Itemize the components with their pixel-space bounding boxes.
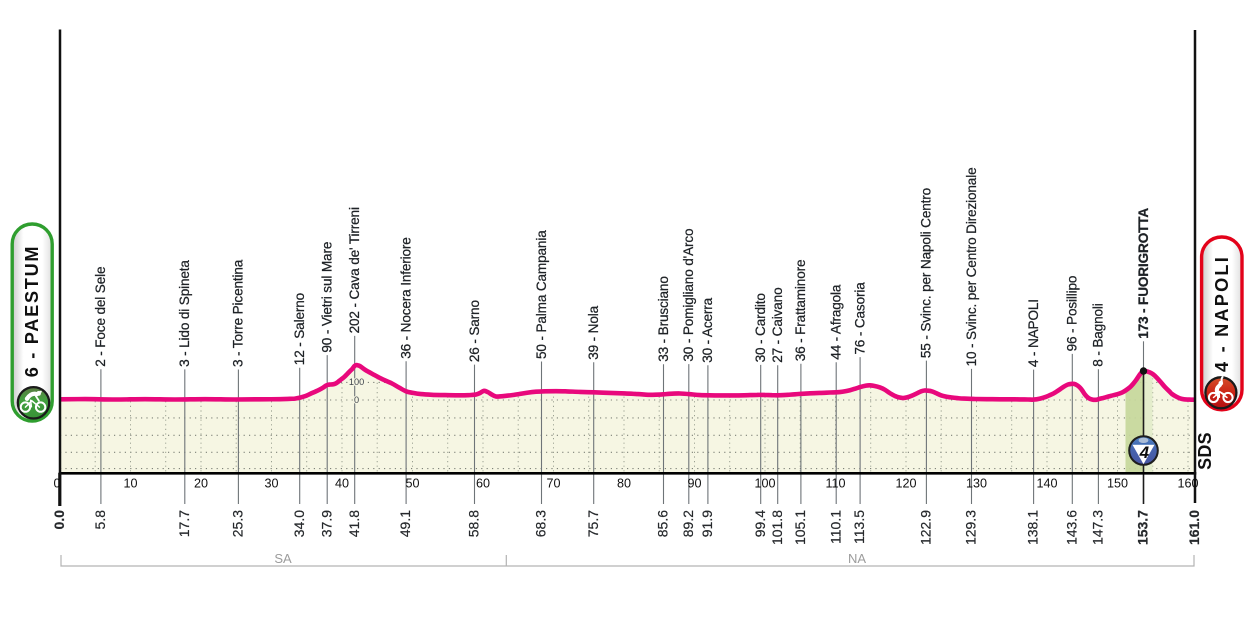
svg-text:147.3: 147.3 bbox=[1090, 510, 1106, 545]
svg-text:SA: SA bbox=[274, 551, 292, 566]
svg-text:0: 0 bbox=[53, 477, 60, 491]
svg-text:100: 100 bbox=[754, 477, 775, 491]
svg-text:120: 120 bbox=[895, 477, 916, 491]
svg-text:96 - Posillipo: 96 - Posillipo bbox=[1065, 276, 1080, 352]
svg-text:202 - Cava de' Tirreni: 202 - Cava de' Tirreni bbox=[347, 207, 362, 333]
svg-text:30 - Cardito: 30 - Cardito bbox=[753, 293, 768, 362]
svg-text:0: 0 bbox=[354, 395, 359, 405]
svg-text:44 - Afragola: 44 - Afragola bbox=[829, 284, 844, 360]
svg-text:30 - Acerra: 30 - Acerra bbox=[700, 297, 715, 362]
svg-text:60: 60 bbox=[476, 477, 490, 491]
svg-text:6 - PAESTUM: 6 - PAESTUM bbox=[22, 245, 42, 378]
svg-text:0.0: 0.0 bbox=[51, 510, 67, 530]
svg-text:39 - Nola: 39 - Nola bbox=[586, 305, 601, 359]
svg-text:26 - Sarno: 26 - Sarno bbox=[467, 300, 482, 362]
svg-text:4 - NAPOLI: 4 - NAPOLI bbox=[1212, 255, 1232, 372]
svg-text:129.3: 129.3 bbox=[963, 510, 979, 545]
svg-text:173 - FUORIGROTTA: 173 - FUORIGROTTA bbox=[1136, 208, 1151, 339]
svg-text:8 - Bagnoli: 8 - Bagnoli bbox=[1091, 303, 1106, 366]
svg-text:110.1: 110.1 bbox=[827, 510, 843, 544]
svg-text:76 - Casoria: 76 - Casoria bbox=[852, 282, 867, 355]
svg-text:122.9: 122.9 bbox=[918, 510, 934, 545]
svg-text:100: 100 bbox=[349, 377, 364, 387]
svg-text:30: 30 bbox=[264, 477, 278, 491]
svg-text:27 - Caivano: 27 - Caivano bbox=[770, 288, 785, 363]
svg-text:50: 50 bbox=[405, 477, 419, 491]
svg-text:89.2: 89.2 bbox=[680, 510, 696, 537]
svg-text:101.8: 101.8 bbox=[769, 510, 785, 545]
svg-text:68.3: 68.3 bbox=[533, 510, 549, 537]
svg-text:90: 90 bbox=[687, 477, 701, 491]
svg-text:20: 20 bbox=[194, 477, 208, 491]
svg-text:75.7: 75.7 bbox=[585, 510, 601, 537]
svg-text:10 - Svinc. per Centro Direzio: 10 - Svinc. per Centro Direzionale bbox=[964, 167, 979, 366]
svg-text:49.1: 49.1 bbox=[397, 510, 413, 537]
svg-text:153.7: 153.7 bbox=[1135, 510, 1151, 545]
svg-text:NA: NA bbox=[848, 551, 866, 566]
svg-text:4: 4 bbox=[1139, 443, 1150, 462]
svg-text:50 - Palma Campania: 50 - Palma Campania bbox=[534, 230, 549, 359]
svg-text:SDS: SDS bbox=[1195, 432, 1215, 470]
svg-text:55 - Svinc. per Napoli Centro: 55 - Svinc. per Napoli Centro bbox=[919, 188, 934, 358]
svg-text:2 - Foce del Sele: 2 - Foce del Sele bbox=[93, 267, 108, 367]
svg-text:12 - Salerno: 12 - Salerno bbox=[292, 293, 307, 365]
svg-text:85.6: 85.6 bbox=[655, 510, 671, 537]
svg-text:41.8: 41.8 bbox=[346, 510, 362, 537]
svg-text:130: 130 bbox=[966, 477, 987, 491]
svg-text:143.6: 143.6 bbox=[1063, 510, 1079, 545]
svg-text:80: 80 bbox=[617, 477, 631, 491]
svg-text:99.4: 99.4 bbox=[752, 510, 768, 537]
svg-text:150: 150 bbox=[1107, 477, 1128, 491]
svg-text:58.8: 58.8 bbox=[466, 510, 482, 537]
svg-text:91.9: 91.9 bbox=[699, 510, 715, 537]
svg-text:105.1: 105.1 bbox=[792, 510, 808, 545]
svg-text:10: 10 bbox=[123, 477, 137, 491]
svg-text:33 - Brusciano: 33 - Brusciano bbox=[656, 276, 671, 362]
svg-text:140: 140 bbox=[1036, 477, 1057, 491]
svg-text:113.5: 113.5 bbox=[851, 510, 867, 544]
svg-text:17.7: 17.7 bbox=[176, 510, 192, 537]
svg-text:160: 160 bbox=[1177, 477, 1198, 491]
svg-text:34.0: 34.0 bbox=[291, 510, 307, 537]
svg-text:3 - Torre Picentina: 3 - Torre Picentina bbox=[231, 259, 246, 367]
svg-text:161.0: 161.0 bbox=[1186, 510, 1202, 545]
svg-text:40: 40 bbox=[335, 477, 349, 491]
svg-text:25.3: 25.3 bbox=[230, 510, 246, 537]
svg-text:5.8: 5.8 bbox=[92, 510, 108, 530]
svg-text:138.1: 138.1 bbox=[1025, 510, 1041, 545]
svg-text:3 - Lido di Spineta: 3 - Lido di Spineta bbox=[177, 260, 192, 367]
svg-text:37.9: 37.9 bbox=[318, 510, 334, 537]
svg-text:4 - NAPOLI: 4 - NAPOLI bbox=[1026, 299, 1041, 367]
svg-text:36 - Nocera Inferiore: 36 - Nocera Inferiore bbox=[398, 237, 413, 359]
svg-text:90 - Vietri sul Mare: 90 - Vietri sul Mare bbox=[320, 242, 335, 353]
svg-text:36 - Frattaminore: 36 - Frattaminore bbox=[793, 260, 808, 362]
svg-text:70: 70 bbox=[546, 477, 560, 491]
svg-text:30 - Pomigliano d'Arco: 30 - Pomigliano d'Arco bbox=[681, 229, 696, 362]
svg-text:110: 110 bbox=[825, 477, 845, 491]
